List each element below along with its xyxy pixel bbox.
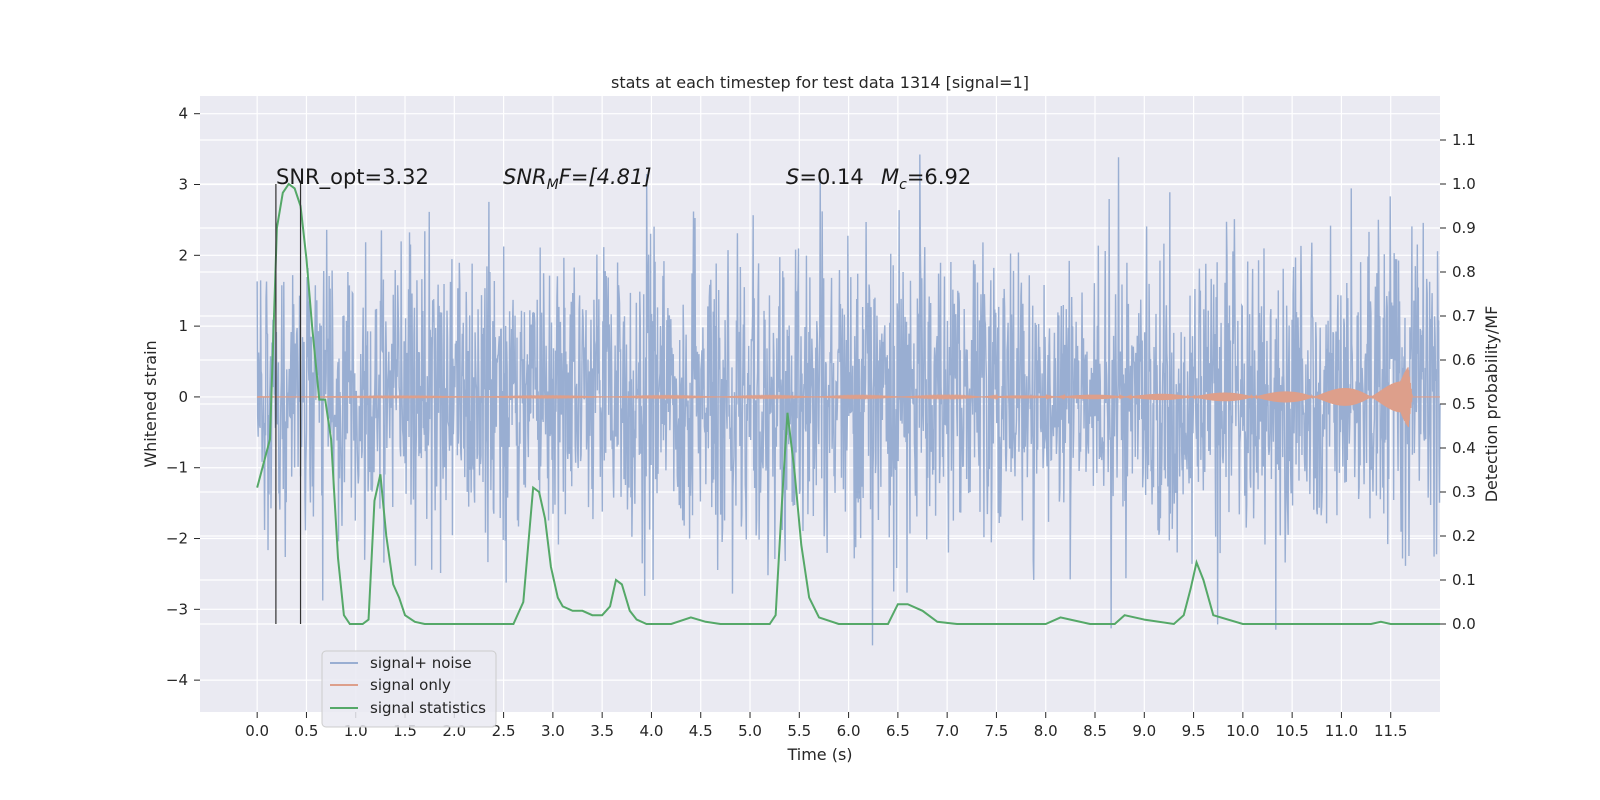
x-tick-label: 5.5 bbox=[787, 722, 811, 740]
series-signal-statistics bbox=[256, 182, 1440, 626]
series-signal-only bbox=[256, 367, 1440, 428]
y-right-tick-label: 0.2 bbox=[1452, 527, 1476, 545]
x-tick-label: 11.0 bbox=[1325, 722, 1358, 740]
y-right-tick-label: 1.0 bbox=[1452, 175, 1476, 193]
annotation-snr-opt: SNR_opt=3.32 bbox=[276, 165, 429, 190]
annotation-snr-mf: SNRMF=[4.81] bbox=[503, 165, 652, 193]
y-tick-label: −3 bbox=[166, 600, 188, 618]
y-axis-right-label: Detection probability/MF bbox=[1482, 306, 1501, 503]
y-right-tick-label: 0.6 bbox=[1452, 351, 1476, 369]
y-tick-label: −4 bbox=[166, 671, 188, 689]
y-right-tick-label: 0.3 bbox=[1452, 483, 1476, 501]
legend-label-signal-only: signal only bbox=[370, 676, 451, 694]
y-axis-ticks: 4 3 2 1 0 −1 −2 −3 −4 bbox=[166, 105, 200, 689]
y-right-tick-label: 1.1 bbox=[1452, 131, 1476, 149]
x-tick-label: 8.0 bbox=[1034, 722, 1058, 740]
line-signal-noise bbox=[256, 154, 1441, 646]
x-tick-label: 7.0 bbox=[935, 722, 959, 740]
annotation-mc-symbol: M bbox=[881, 165, 899, 189]
annotation-snr-mf-symbol: SNR bbox=[503, 165, 547, 189]
y-right-tick-label: 0.0 bbox=[1452, 615, 1476, 633]
annotation-mc-subscript: c bbox=[899, 177, 907, 193]
chart-title: stats at each timestep for test data 131… bbox=[611, 73, 1029, 92]
y-right-tick-label: 0.1 bbox=[1452, 571, 1476, 589]
x-tick-label: 0.5 bbox=[295, 722, 319, 740]
y-right-tick-label: 0.7 bbox=[1452, 307, 1476, 325]
legend-label-signal-noise: signal+ noise bbox=[370, 654, 472, 672]
y-tick-label: 4 bbox=[178, 105, 188, 123]
x-tick-label: 5.0 bbox=[738, 722, 762, 740]
legend: signal+ noise signal only signal statist… bbox=[321, 650, 497, 728]
annotation-s: S=0.14 bbox=[786, 165, 864, 189]
x-tick-label: 11.5 bbox=[1374, 722, 1407, 740]
x-tick-label: 0.0 bbox=[245, 722, 269, 740]
annotation-mc-value: =6.92 bbox=[907, 165, 971, 189]
line-signal-only bbox=[256, 367, 1440, 428]
x-tick-label: 8.5 bbox=[1083, 722, 1107, 740]
x-tick-label: 7.5 bbox=[985, 722, 1009, 740]
y-right-tick-label: 0.8 bbox=[1452, 263, 1476, 281]
annotation-s-symbol: S bbox=[786, 165, 799, 189]
series-signal-noise bbox=[256, 154, 1441, 646]
x-tick-label: 6.0 bbox=[837, 722, 861, 740]
y-axis-right-ticks: 1.1 1.0 0.9 0.8 0.7 0.6 0.5 0.4 0.3 0.2 0.1 0.0 bbox=[1440, 131, 1476, 633]
y-tick-label: 1 bbox=[178, 317, 188, 335]
x-tick-label: 4.5 bbox=[689, 722, 713, 740]
y-axis-label: Whitened strain bbox=[141, 340, 160, 467]
annotation-mc: Mc=6.92 bbox=[881, 165, 971, 193]
y-right-tick-label: 0.9 bbox=[1452, 219, 1476, 237]
vertical-markers bbox=[275, 184, 302, 624]
x-tick-label: 4.0 bbox=[640, 722, 664, 740]
x-tick-label: 9.5 bbox=[1182, 722, 1206, 740]
y-tick-label: 3 bbox=[178, 176, 188, 194]
annotation-s-value: =0.14 bbox=[799, 165, 863, 189]
x-axis-label: Time (s) bbox=[786, 745, 852, 764]
y-right-tick-label: 0.5 bbox=[1452, 395, 1476, 413]
x-tick-label: 3.0 bbox=[541, 722, 565, 740]
x-tick-label: 10.0 bbox=[1226, 722, 1259, 740]
x-tick-label: 2.5 bbox=[492, 722, 516, 740]
x-axis-ticks: 0.0 0.5 1.0 1.5 2.0 2.5 3.0 3.5 4.0 4.5 5.0 5.5 6.0 6… bbox=[245, 712, 1407, 740]
y-tick-label: −1 bbox=[166, 459, 188, 477]
line-signal-statistics bbox=[256, 182, 1440, 626]
x-tick-label: 10.5 bbox=[1275, 722, 1308, 740]
annotation-snr-mf-subscript: M bbox=[547, 177, 559, 193]
legend-label-signal-statistics: signal statistics bbox=[370, 699, 486, 717]
annotation-snr-mf-value: F=[4.81] bbox=[559, 165, 652, 189]
x-tick-label: 6.5 bbox=[886, 722, 910, 740]
x-tick-label: 9.0 bbox=[1132, 722, 1156, 740]
y-tick-label: 2 bbox=[178, 246, 188, 264]
legend-box bbox=[321, 650, 497, 728]
y-right-tick-label: 0.4 bbox=[1452, 439, 1476, 457]
x-tick-label: 3.5 bbox=[590, 722, 614, 740]
y-tick-label: 0 bbox=[178, 388, 188, 406]
y-tick-label: −2 bbox=[166, 530, 188, 548]
